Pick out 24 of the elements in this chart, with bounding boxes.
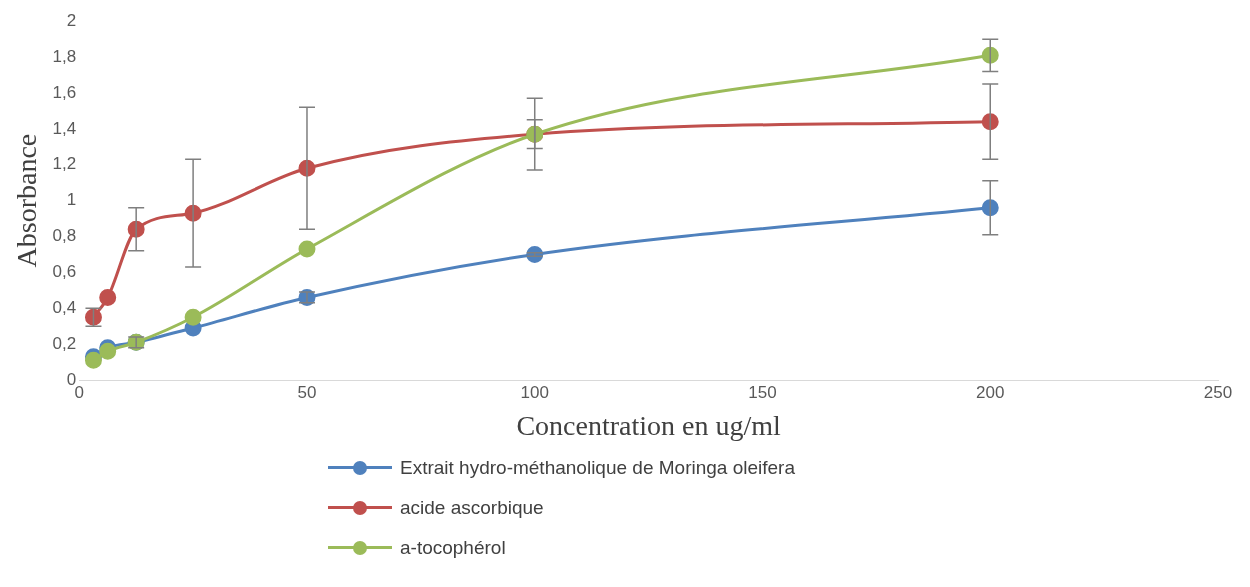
x-tick-label: 50 (297, 382, 317, 402)
y-tick-label: 1,4 (52, 118, 77, 138)
y-tick-label: 0,6 (52, 262, 77, 282)
point (298, 240, 316, 258)
y-tick-label: 0,4 (52, 297, 77, 317)
x-axis-title: Concentration en ug/ml (516, 409, 782, 441)
y-tick-label: 1 (66, 190, 77, 210)
x-tick-label: 100 (520, 382, 549, 402)
y-tick-label: 0,2 (52, 333, 77, 353)
y-tick-label: 1,2 (52, 154, 77, 174)
legend-label: Extrait hydro-méthanolique de Moringa oleifera (400, 457, 795, 479)
legend-label: a-tocophérol (400, 537, 506, 559)
y-axis-title: Absorbance (11, 133, 43, 268)
x-tick-label: 250 (1203, 382, 1233, 402)
x-tick-label: 200 (976, 382, 1005, 402)
point (184, 308, 202, 326)
x-tick-label: 150 (748, 382, 777, 402)
y-tick-label: 0,8 (52, 226, 77, 246)
y-tick-label: 0 (66, 369, 77, 389)
y-tick-label: 1,6 (52, 82, 77, 102)
y-tick-label: 2 (66, 10, 77, 30)
legend-label: acide ascorbique (400, 497, 544, 519)
point (99, 288, 117, 306)
y-tick-label: 1,8 (52, 46, 77, 66)
